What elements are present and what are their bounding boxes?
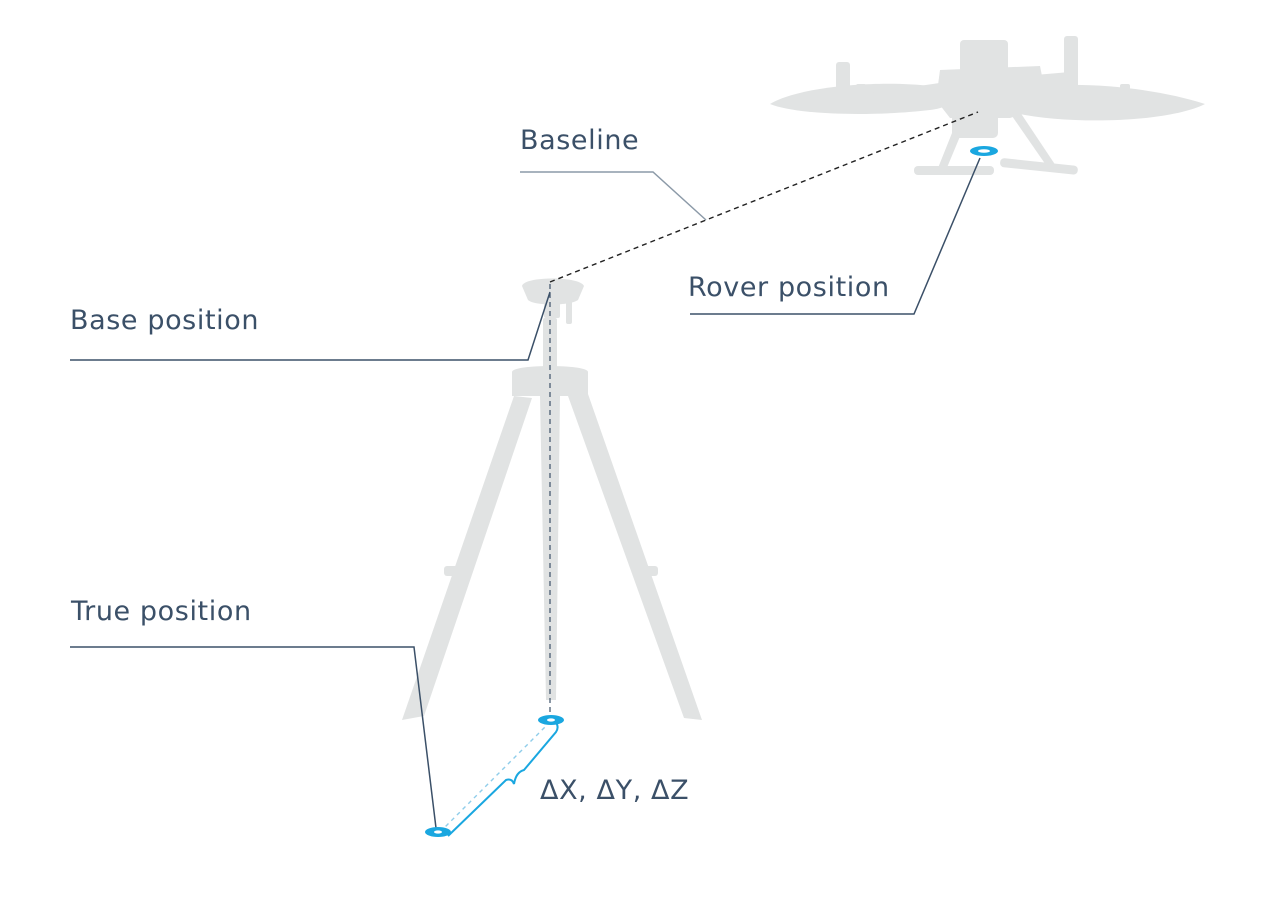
ground-marker-icon xyxy=(538,715,564,725)
drone-icon xyxy=(770,36,1205,175)
base-leader-line xyxy=(70,291,551,361)
rover-leader-line xyxy=(690,157,981,315)
baseline-label: Baseline xyxy=(520,125,640,156)
delta-brace xyxy=(447,719,559,837)
baseline-leader-line xyxy=(520,171,707,221)
rover-position-label: Rover position xyxy=(688,272,890,303)
true-position-label: True position xyxy=(71,596,252,627)
leader-lines xyxy=(70,157,981,829)
offset-dashed-line xyxy=(439,721,551,833)
rover-marker-icon xyxy=(970,146,998,156)
true-leader-line xyxy=(70,646,437,829)
baseline-dashed-line xyxy=(549,111,979,283)
gnss-antenna-icon xyxy=(522,278,584,324)
true-position-marker-icon xyxy=(425,827,451,837)
base-position-label: Base position xyxy=(70,305,260,336)
tripod-icon xyxy=(402,318,702,720)
delta-label: ΔX, ΔY, ΔZ xyxy=(540,775,690,806)
